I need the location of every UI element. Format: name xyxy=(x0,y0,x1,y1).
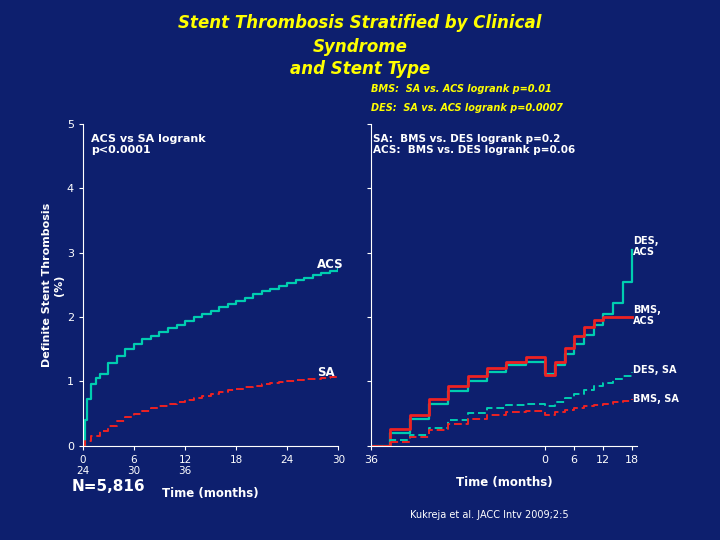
Text: BMS:  SA vs. ACS logrank p=0.01: BMS: SA vs. ACS logrank p=0.01 xyxy=(371,84,552,94)
Text: Syndrome: Syndrome xyxy=(312,38,408,56)
Text: Kukreja et al. JACC Intv 2009;2:5: Kukreja et al. JACC Intv 2009;2:5 xyxy=(410,510,569,521)
Y-axis label: Definite Stent Thrombosis
(%): Definite Stent Thrombosis (%) xyxy=(42,202,64,367)
Text: ACS: ACS xyxy=(317,258,343,271)
Text: DES:  SA vs. ACS logrank p=0.0007: DES: SA vs. ACS logrank p=0.0007 xyxy=(371,103,562,113)
Text: ACS vs SA logrank
p<0.0001: ACS vs SA logrank p<0.0001 xyxy=(91,134,206,156)
Text: BMS,
ACS: BMS, ACS xyxy=(634,305,661,326)
Text: DES, SA: DES, SA xyxy=(634,366,677,375)
X-axis label: Time (months): Time (months) xyxy=(456,476,552,489)
Text: N=5,816: N=5,816 xyxy=(72,480,145,495)
Text: Stent Thrombosis Stratified by Clinical: Stent Thrombosis Stratified by Clinical xyxy=(179,14,541,31)
Text: BMS, SA: BMS, SA xyxy=(634,394,679,403)
Text: and Stent Type: and Stent Type xyxy=(290,60,430,78)
Text: SA:  BMS vs. DES logrank p=0.2
ACS:  BMS vs. DES logrank p=0.06: SA: BMS vs. DES logrank p=0.2 ACS: BMS v… xyxy=(373,134,575,156)
Text: DES,
ACS: DES, ACS xyxy=(634,236,659,256)
Text: SA: SA xyxy=(317,366,335,380)
X-axis label: Time (months): Time (months) xyxy=(162,487,259,500)
